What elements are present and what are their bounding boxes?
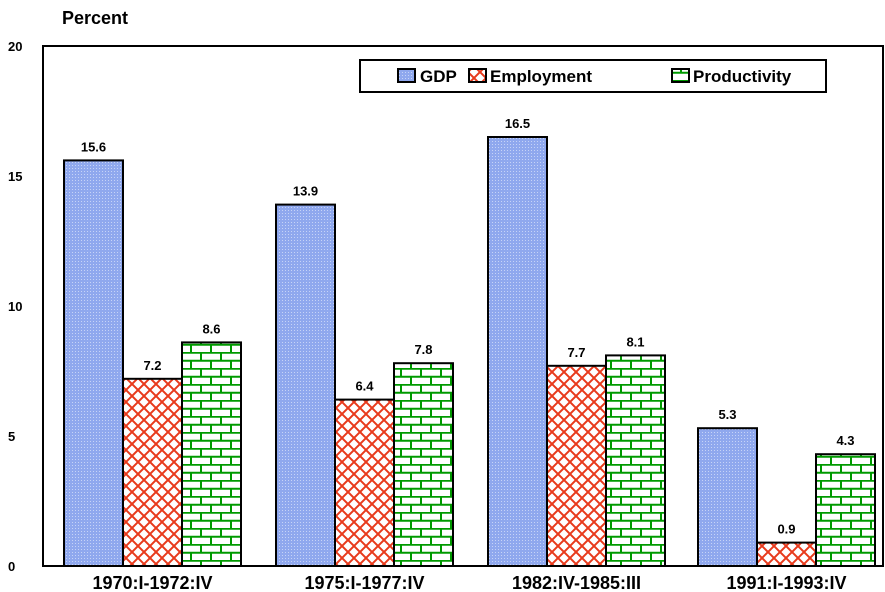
legend-swatch-employment xyxy=(468,68,487,83)
y-axis-label: Percent xyxy=(62,8,128,28)
legend-swatch-productivity xyxy=(671,68,690,83)
category-label: 1991:I-1993:IV xyxy=(726,573,846,592)
category-labels: 1970:I-1972:IV 1975:I-1977:IV 1982:IV-1985… xyxy=(92,573,846,592)
bar-employment xyxy=(122,377,183,567)
bar-gdp xyxy=(487,136,548,567)
data-label: 5.3 xyxy=(718,407,736,422)
legend-label-employment: Employment xyxy=(490,67,592,86)
bar-employment xyxy=(546,364,607,567)
data-label: 15.6 xyxy=(81,139,106,154)
data-label: 8.1 xyxy=(626,334,644,349)
plot-area-frame xyxy=(42,45,884,567)
bar-productivity xyxy=(815,453,876,568)
bar-series xyxy=(63,136,876,568)
y-tick-label: 15 xyxy=(8,169,22,184)
y-tick-label: 0 xyxy=(8,559,15,574)
bar-gdp xyxy=(63,159,124,567)
bar-productivity xyxy=(181,341,242,567)
data-label: 0.9 xyxy=(777,522,795,537)
category-label: 1975:I-1977:IV xyxy=(304,573,424,592)
category-label: 1970:I-1972:IV xyxy=(92,573,212,592)
bar-gdp xyxy=(275,203,336,567)
data-label: 7.7 xyxy=(567,345,585,360)
bar-employment xyxy=(756,541,817,567)
data-label: 4.3 xyxy=(836,433,854,448)
legend-label-gdp: GDP xyxy=(420,67,457,86)
data-label: 8.6 xyxy=(202,321,220,336)
data-label: 6.4 xyxy=(355,379,374,394)
y-tick-label: 20 xyxy=(8,39,22,54)
data-label: 7.2 xyxy=(143,358,161,373)
bar-employment xyxy=(334,398,395,567)
y-tick-label: 10 xyxy=(8,299,22,314)
bar-gdp xyxy=(697,427,758,568)
legend-swatch-gdp xyxy=(397,68,416,83)
legend-label-productivity: Productivity xyxy=(693,67,792,86)
bar-productivity xyxy=(605,354,666,567)
category-label: 1982:IV-1985:III xyxy=(512,573,641,592)
data-label: 13.9 xyxy=(293,184,318,199)
legend: GDP Employment Productivity xyxy=(359,59,827,93)
bar-productivity xyxy=(393,362,454,568)
y-tick-label: 5 xyxy=(8,429,15,444)
data-labels: 15.6 7.2 8.6 13.9 6.4 7.8 16.5 7.7 8.1 5.3 0.9 4.3 xyxy=(81,116,855,537)
data-label: 7.8 xyxy=(414,342,432,357)
legend-box xyxy=(359,59,827,93)
data-label: 16.5 xyxy=(505,116,530,131)
y-axis-ticks: 0 5 10 15 20 xyxy=(8,39,22,574)
